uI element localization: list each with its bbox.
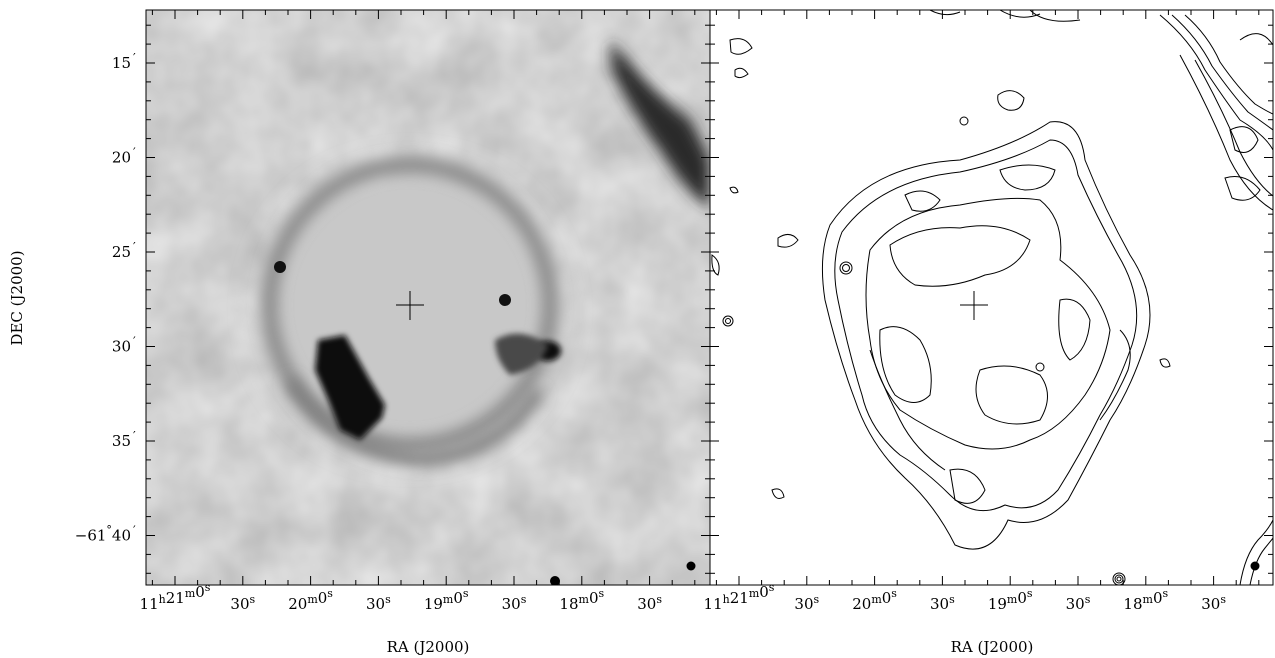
left-ra-tick-label: 30s [637,593,662,613]
svg-text:′: ′ [133,51,136,65]
right-x-axis-label: RA (J2000) [951,638,1034,656]
contour-source-west [839,261,853,275]
left-ra-tick-label: 11h21m0s [140,581,211,613]
point-source-east [499,294,511,306]
contour-map [710,10,1273,585]
dec-tick-label: −61°40 [75,524,131,545]
contour-source-south [1112,572,1126,585]
axis-labels: 11h21m0s 30s 20m0s 30s 19m0s 30s 18m0s 30s 11h21… [75,51,1227,613]
contour-inner-south [975,365,1048,425]
svg-text:′: ′ [133,429,136,443]
contour-second [834,139,1138,512]
left-ra-tick-label: 30s [230,593,255,613]
left-ra-tick-label: 20m0s [288,587,333,613]
left-ra-tick-label: 30s [366,593,391,613]
point-source-corner [686,561,696,571]
left-x-axis-label: RA (J2000) [387,638,470,656]
center-cross-marker-right [960,291,988,320]
right-ra-tick-label: 18m0s [1123,587,1168,613]
left-ra-tick-label: 18m0s [559,587,604,613]
point-source-bottom [550,576,560,585]
dec-tick-label: 15 [112,54,131,72]
southwest-bright-emission [315,335,385,440]
right-ra-tick-label: 30s [1066,593,1091,613]
contour-inner-north [889,225,1031,287]
axis-ticks [146,10,1273,585]
contour-source-edge [722,315,734,327]
dec-tick-label: 25 [112,243,131,261]
panel-frames [145,9,1274,586]
right-ra-tick-label: 20m0s [852,587,897,613]
contour-inner-southwest [879,326,932,403]
dec-tick-label: 35 [112,432,131,450]
center-cross-marker [396,291,424,320]
east-emission [495,333,548,375]
shell-south-arc [284,376,546,467]
svg-text:′: ′ [133,335,136,349]
remnant-shell [262,157,558,453]
right-ra-tick-label: 19m0s [988,587,1033,613]
contour-inner-east [1058,298,1091,361]
svg-text:′: ′ [133,524,136,538]
contour-northeast-band [1159,14,1273,211]
greyscale-radio-image [146,10,710,585]
contour-outer [821,121,1151,550]
svg-text:′: ′ [133,146,136,160]
right-ra-tick-label: 30s [794,593,819,613]
northeast-dark-ridge [610,40,710,210]
contour-southeast-band [1239,519,1273,585]
left-ra-tick-label: 19m0s [424,587,469,613]
point-source-west [274,261,286,273]
right-ra-tick-label: 11h21m0s [704,581,775,613]
left-ra-tick-label: 30s [502,593,527,613]
svg-text:′: ′ [133,240,136,254]
right-ra-tick-label: 30s [1201,593,1226,613]
y-axis-label: DEC (J2000) [8,250,26,345]
dec-tick-label: 20 [112,149,131,167]
right-ra-tick-label: 30s [930,593,955,613]
dec-tick-label: 30 [112,338,131,356]
